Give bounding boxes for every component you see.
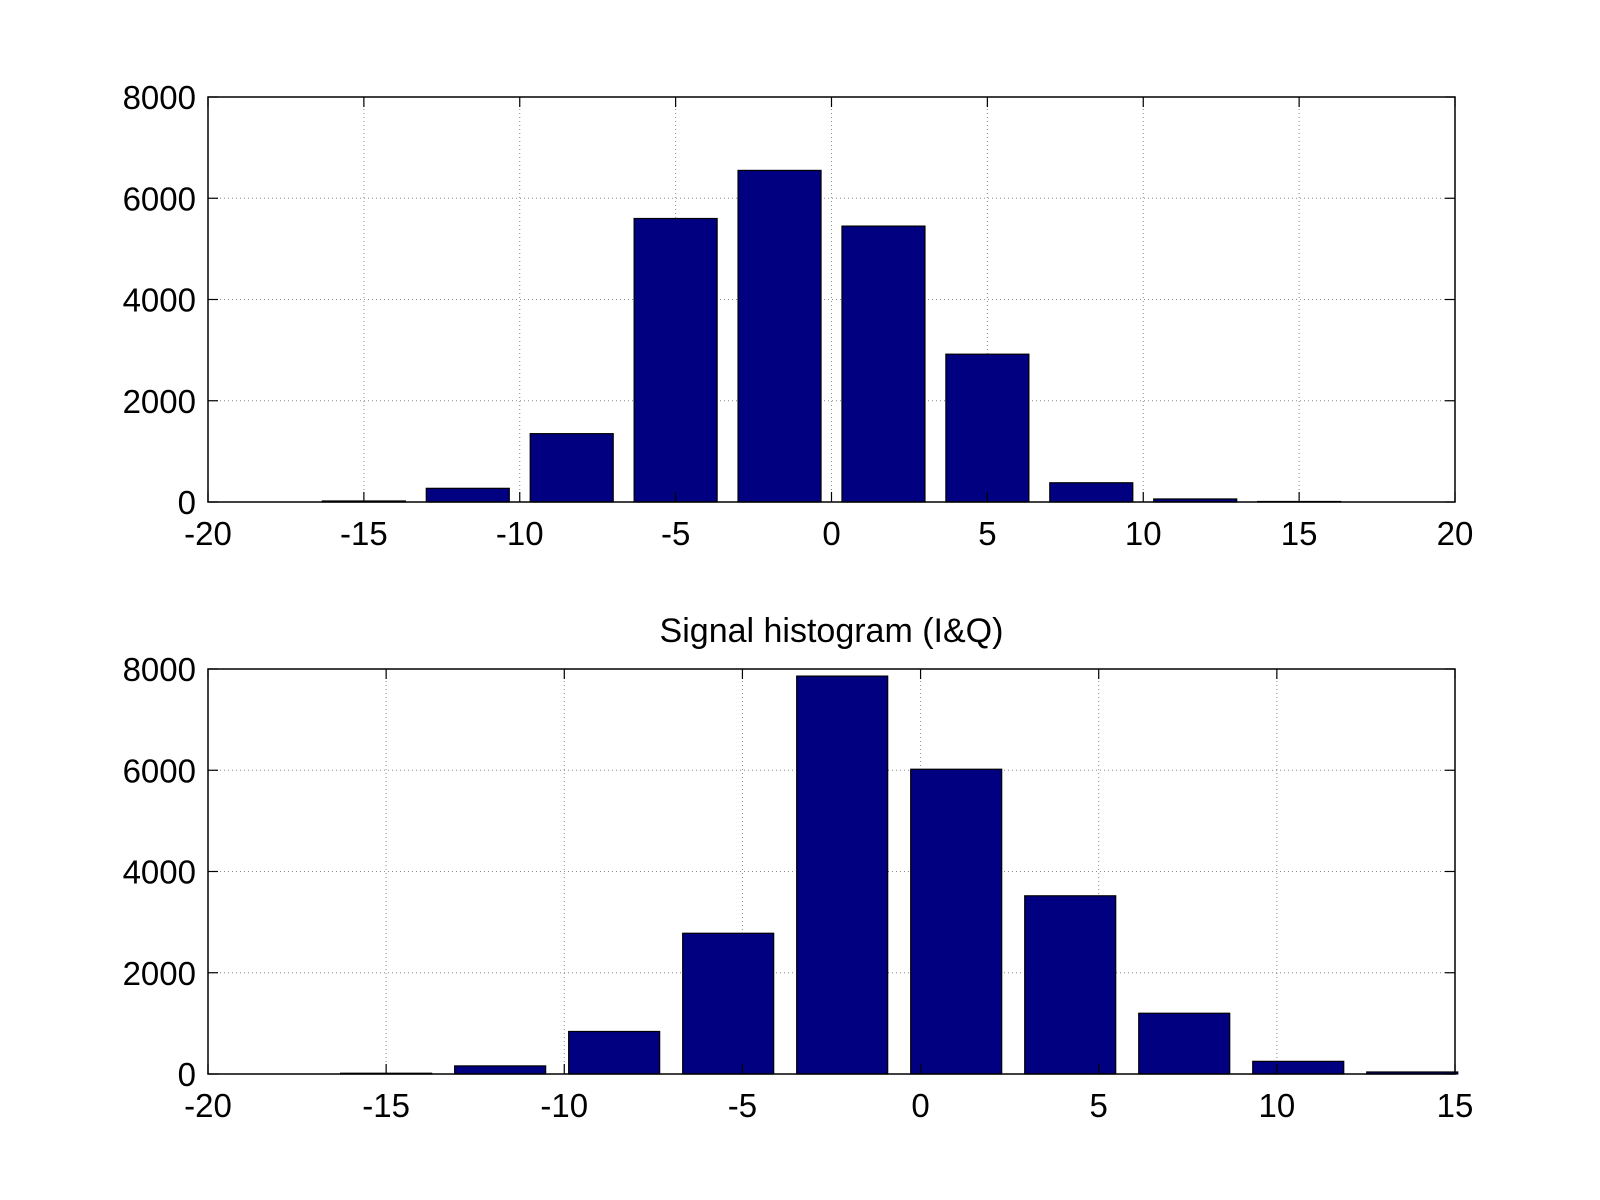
x-tick-label: 15 — [1437, 1087, 1474, 1124]
x-tick-label: -20 — [184, 515, 232, 552]
x-tick-label: 5 — [1090, 1087, 1108, 1124]
x-tick-label: -5 — [728, 1087, 757, 1124]
x-tick-label: -5 — [661, 515, 690, 552]
x-tick-label: 10 — [1258, 1087, 1295, 1124]
x-tick-label: 20 — [1437, 515, 1474, 552]
bar — [529, 433, 614, 503]
bar — [1024, 895, 1117, 1075]
y-tick-label: 4000 — [123, 854, 196, 891]
plot-area — [208, 97, 1455, 502]
y-tick-label: 0 — [178, 1056, 196, 1093]
bar — [682, 932, 775, 1075]
y-tick-label: 2000 — [123, 955, 196, 992]
histogram-bottom: -20 -15 -10 -5 0 5 10 15 0 2000 4000 6000 8000 Signal… — [123, 612, 1474, 1124]
bar — [796, 675, 889, 1075]
bar — [737, 169, 822, 503]
x-tick-label: -15 — [340, 515, 388, 552]
x-tick-label: 5 — [978, 515, 996, 552]
bar — [568, 1030, 661, 1075]
bar — [425, 487, 510, 503]
x-tick-label: 0 — [822, 515, 840, 552]
bar — [633, 217, 718, 503]
x-tick-label: 0 — [911, 1087, 929, 1124]
y-tick-label: 6000 — [123, 180, 196, 217]
y-tick-label: 0 — [178, 484, 196, 521]
bar — [945, 353, 1030, 503]
x-tick-label: -20 — [184, 1087, 232, 1124]
bar — [454, 1065, 547, 1075]
y-tick-label: 6000 — [123, 752, 196, 789]
y-tick-label: 8000 — [123, 79, 196, 116]
histogram-top: -20 -15 -10 -5 0 5 10 15 20 0 2000 4000 6000 8000 — [123, 79, 1474, 552]
bar — [841, 225, 926, 503]
x-tick-label: -15 — [362, 1087, 410, 1124]
bar — [1252, 1060, 1345, 1075]
bar — [910, 768, 1003, 1075]
bar — [1138, 1012, 1231, 1075]
y-tick-label: 8000 — [123, 651, 196, 688]
y-tick-label: 2000 — [123, 383, 196, 420]
bar — [1049, 482, 1134, 503]
x-tick-label: 15 — [1281, 515, 1318, 552]
y-tick-label: 4000 — [123, 282, 196, 319]
x-tick-label: -10 — [496, 515, 544, 552]
chart-title: Signal histogram (I&Q) — [660, 612, 1004, 650]
x-tick-label: -10 — [540, 1087, 588, 1124]
x-tick-label: 10 — [1125, 515, 1162, 552]
